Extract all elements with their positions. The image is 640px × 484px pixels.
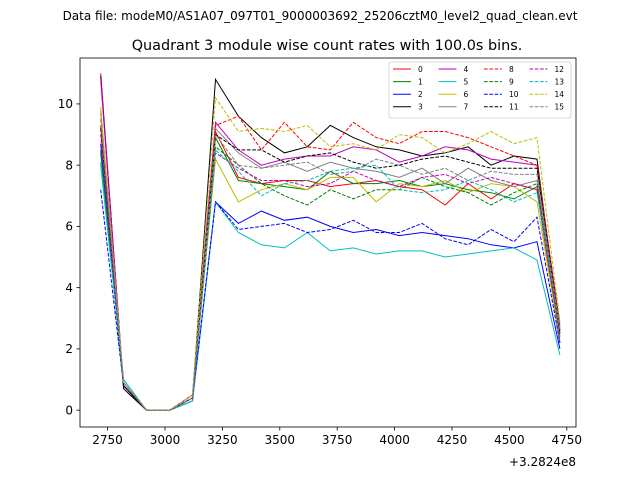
legend-label-12: 12 (555, 65, 565, 74)
y-tick-label-8: 8 (65, 158, 73, 172)
legend-label-11: 11 (509, 103, 519, 112)
legend-label-14: 14 (555, 90, 565, 99)
x-tick-label-4750: 4750 (552, 433, 583, 447)
x-tick-label-4500: 4500 (494, 433, 525, 447)
legend-label-1: 1 (418, 77, 423, 86)
legend-box (388, 61, 572, 119)
y-tick-label-6: 6 (65, 220, 73, 234)
legend-label-9: 9 (509, 77, 514, 86)
legend-label-10: 10 (509, 90, 519, 99)
x-tick-label-4250: 4250 (437, 433, 468, 447)
series-line-15 (100, 119, 561, 411)
legend-label-6: 6 (464, 90, 469, 99)
legend-label-8: 8 (509, 65, 514, 74)
legend-label-15: 15 (555, 103, 565, 112)
y-tick-label-0: 0 (65, 403, 73, 417)
legend-label-2: 2 (418, 90, 423, 99)
legend-label-4: 4 (464, 65, 469, 74)
x-tick-label-3500: 3500 (265, 433, 296, 447)
legend-label-0: 0 (418, 65, 423, 74)
x-tick-label-4000: 4000 (379, 433, 410, 447)
y-axis-ticks: 0 2 4 6 8 10 (58, 97, 80, 417)
x-axis-offset-label: +3.2824e8 (509, 455, 576, 469)
series-line-5 (100, 165, 561, 411)
legend-label-3: 3 (418, 103, 423, 112)
y-tick-label-2: 2 (65, 342, 73, 356)
x-tick-label-3250: 3250 (207, 433, 238, 447)
axes-frame (79, 57, 577, 428)
series-line-14 (100, 96, 561, 411)
legend-label-13: 13 (555, 77, 565, 86)
axes-border (79, 57, 577, 428)
x-tick-label-3000: 3000 (150, 433, 181, 447)
series-line-9 (100, 145, 561, 411)
y-tick-label-4: 4 (65, 281, 73, 295)
series-line-12 (100, 134, 561, 411)
legend-label-7: 7 (464, 103, 469, 112)
x-tick-label-2750: 2750 (92, 433, 123, 447)
plot-lines (100, 73, 561, 411)
chart-title: Quadrant 3 module wise count rates with … (132, 38, 523, 54)
x-axis-ticks: 2750 3000 3250 3500 3750 4000 4250 4500 4750 (92, 427, 582, 447)
legend-label-5: 5 (464, 77, 469, 86)
x-tick-label-3750: 3750 (322, 433, 353, 447)
y-tick-label-10: 10 (58, 97, 73, 111)
chart-suptitle: Data file: modeM0/AS1A07_097T01_90000036… (63, 9, 578, 23)
